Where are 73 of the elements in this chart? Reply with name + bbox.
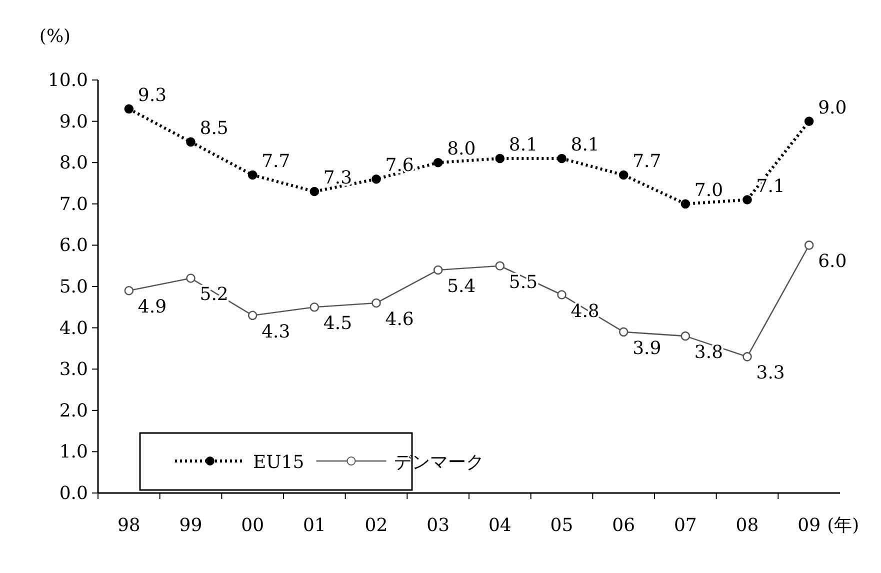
- data-label: 4.5: [323, 313, 352, 334]
- point: [804, 240, 814, 250]
- data-label: 9.0: [818, 97, 847, 118]
- x-tick-label: 00: [241, 515, 264, 536]
- point: [433, 265, 443, 275]
- point: [680, 199, 690, 209]
- y-tick-label: 0.0: [59, 483, 88, 504]
- point: [248, 170, 258, 180]
- data-label: 5.5: [508, 272, 538, 293]
- x-tick-label: 05: [550, 515, 574, 536]
- data-label: 7.7: [632, 150, 662, 172]
- data-label: 7.0: [694, 180, 724, 201]
- y-tick-label: 6.0: [59, 235, 88, 256]
- x-tick-label: 08: [736, 515, 759, 536]
- data-label: 4.9: [138, 296, 167, 318]
- x-tick-label: 98: [117, 515, 140, 536]
- data-label: 7.1: [756, 176, 785, 197]
- point: [557, 290, 566, 300]
- data-label: 8.1: [570, 134, 600, 156]
- point: [372, 298, 381, 308]
- x-tick-label: 06: [612, 515, 636, 536]
- point: [310, 302, 320, 312]
- y-tick-label: 5.0: [59, 276, 88, 298]
- point: [124, 104, 134, 114]
- data-label: 7.7: [262, 150, 290, 172]
- point: [495, 154, 505, 164]
- x-tick-label: 07: [674, 515, 697, 536]
- point: [124, 286, 134, 296]
- data-label: 5.4: [447, 276, 476, 297]
- x-axis-title: (年): [827, 515, 860, 536]
- data-label: 7.3: [323, 168, 352, 189]
- x-tick-label: 02: [364, 515, 388, 536]
- data-label: 3.8: [694, 342, 724, 364]
- point: [310, 186, 320, 196]
- point: [680, 331, 690, 341]
- y-tick-label: 4.0: [59, 318, 88, 339]
- point: [186, 137, 196, 147]
- data-label: 7.6: [385, 155, 414, 176]
- data-label: 3.9: [632, 338, 662, 359]
- point: [495, 261, 505, 270]
- y-tick-label: 10.0: [48, 70, 88, 91]
- point: [433, 158, 443, 168]
- point: [742, 195, 752, 204]
- point: [248, 310, 258, 320]
- point: [186, 274, 196, 283]
- y-tick-label: 1.0: [59, 442, 88, 463]
- data-label: 9.3: [138, 84, 167, 106]
- point: [557, 154, 566, 164]
- legend-label: EU15: [253, 452, 304, 473]
- data-label: 6.0: [818, 251, 847, 272]
- y-axis-title: (%): [39, 26, 71, 47]
- y-tick-label: 2.0: [59, 400, 88, 422]
- x-tick-label: 03: [426, 515, 450, 536]
- x-tick-label: 99: [179, 515, 202, 536]
- point: [618, 170, 628, 180]
- x-tick-label: 09: [798, 515, 821, 536]
- data-label: 4.6: [385, 309, 414, 330]
- y-tick-label: 7.0: [59, 194, 88, 215]
- data-label: 4.3: [262, 321, 290, 342]
- legend-label: デンマーク: [394, 452, 484, 473]
- y-tick-label: 3.0: [59, 359, 88, 380]
- data-label: 3.3: [756, 362, 785, 384]
- x-tick-label: 04: [488, 515, 512, 536]
- y-tick-label: 8.0: [59, 152, 88, 174]
- point: [372, 174, 381, 184]
- point: [742, 352, 752, 362]
- point: [804, 116, 814, 126]
- data-label: 8.1: [508, 134, 538, 156]
- data-label: 8.5: [200, 118, 228, 139]
- data-label: 8.0: [447, 138, 476, 160]
- point: [618, 327, 628, 337]
- y-tick-label: 9.0: [59, 111, 88, 132]
- x-tick-label: 01: [302, 515, 326, 536]
